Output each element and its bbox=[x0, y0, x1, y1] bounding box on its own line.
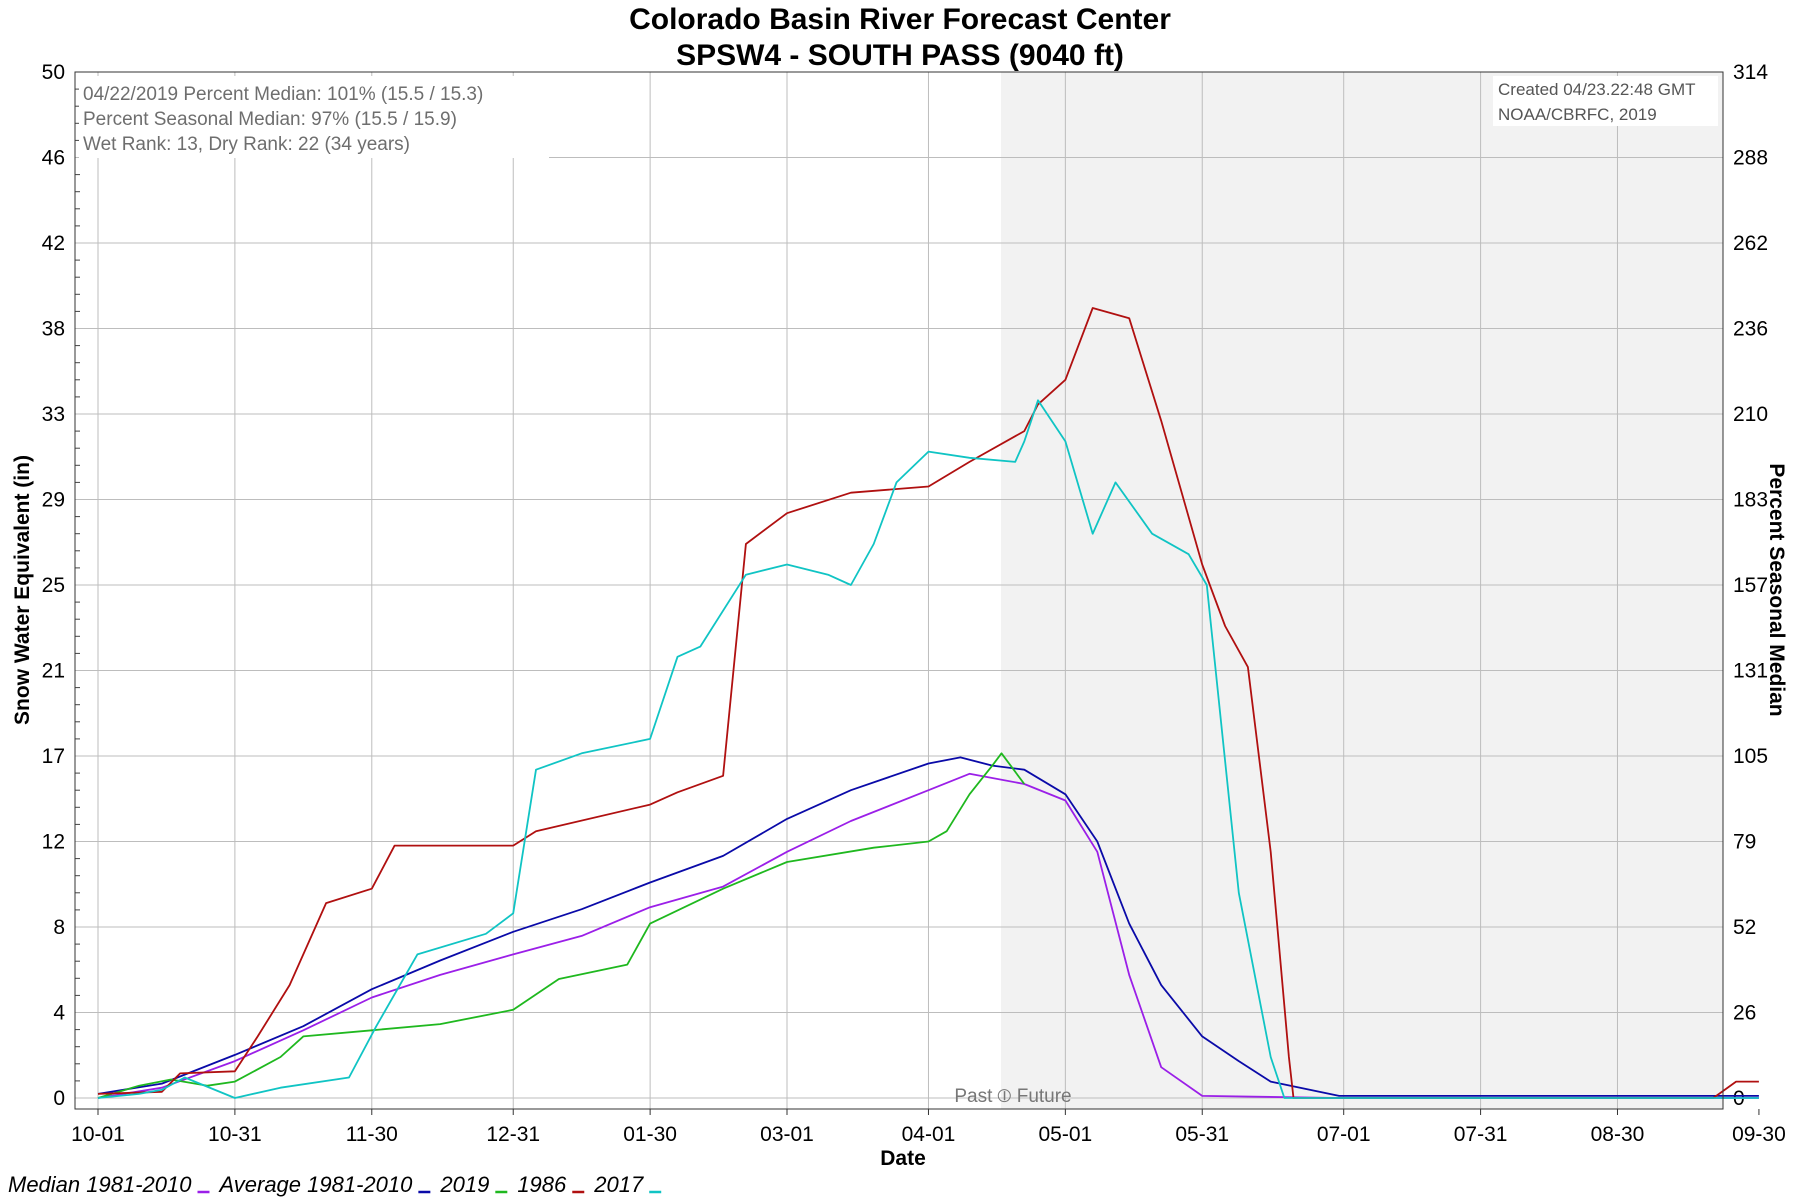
y-tick-label: 42 bbox=[42, 232, 65, 255]
y-axis-left-ticks: 0 4 8 12 17 21 25 29 33 38 42 46 50 bbox=[42, 61, 66, 1110]
y2-tick-label: 236 bbox=[1733, 318, 1768, 341]
y2-tick-label: 52 bbox=[1733, 916, 1756, 939]
series-line-1 bbox=[97, 756, 1759, 1097]
y-tick-label: 25 bbox=[42, 574, 65, 597]
past-future-label: Past ⦶ Future bbox=[954, 1086, 1071, 1107]
y-tick-label: 4 bbox=[53, 1002, 65, 1025]
series-line-0 bbox=[97, 772, 1759, 1099]
x-tick-label: 09-30 bbox=[1732, 1123, 1786, 1146]
x-tick-label: 10-01 bbox=[71, 1123, 125, 1146]
y-tick-label: 46 bbox=[42, 147, 65, 170]
info-line-rank: Wet Rank: 13, Dry Rank: 22 (34 years) bbox=[83, 134, 410, 155]
x-axis-label: Date bbox=[880, 1147, 926, 1170]
series-line-2 bbox=[97, 752, 1026, 1099]
y-tick-label: 38 bbox=[42, 318, 65, 341]
series-lines bbox=[97, 307, 1759, 1099]
x-tick-label: 10-31 bbox=[208, 1123, 262, 1146]
x-tick-label: 12-31 bbox=[486, 1123, 540, 1146]
legend-label-2: 2019 bbox=[439, 1172, 489, 1197]
y-tick-label: 50 bbox=[42, 61, 65, 84]
created-box: Created 04/23.22:48 GMT NOAA/CBRFC, 2019 bbox=[1493, 76, 1718, 126]
x-tick-label: 11-30 bbox=[346, 1123, 398, 1146]
y2-tick-label: 26 bbox=[1733, 1002, 1756, 1025]
y2-axis-label: Percent Seasonal Median bbox=[1765, 463, 1788, 716]
series-line-3 bbox=[97, 307, 1759, 1099]
y2-tick-label: 79 bbox=[1733, 831, 1756, 854]
x-axis-ticks: 10-01 10-31 11-30 12-31 01-30 03-01 04-01 05-01… bbox=[71, 1109, 1786, 1146]
y2-tick-label: 262 bbox=[1733, 232, 1768, 255]
x-tick-label: 07-01 bbox=[1317, 1123, 1371, 1146]
org-line: NOAA/CBRFC, 2019 bbox=[1498, 105, 1657, 124]
x-tick-label: 01-30 bbox=[623, 1123, 677, 1146]
legend-label-1: Average 1981-2010 bbox=[217, 1172, 413, 1197]
y-tick-label: 21 bbox=[42, 660, 65, 683]
y-tick-label: 17 bbox=[42, 745, 65, 768]
x-tick-label: 08-30 bbox=[1591, 1123, 1645, 1146]
y2-tick-label: 183 bbox=[1733, 489, 1768, 512]
legend: Median 1981-2010 Average 1981-2010 2019 198… bbox=[8, 1172, 662, 1197]
chart-subtitle: SPSW4 - SOUTH PASS (9040 ft) bbox=[676, 39, 1124, 72]
legend-label-4: 2017 bbox=[593, 1172, 644, 1197]
chart-title: Colorado Basin River Forecast Center bbox=[629, 3, 1171, 36]
x-tick-label: 05-31 bbox=[1175, 1123, 1229, 1146]
x-tick-label: 05-01 bbox=[1038, 1123, 1092, 1146]
plot-frame bbox=[74, 71, 1724, 1110]
y-tick-label: 12 bbox=[42, 831, 65, 854]
series-line-4 bbox=[97, 399, 1759, 1099]
y2-tick-label: 105 bbox=[1733, 745, 1768, 768]
y-tick-label: 8 bbox=[53, 916, 65, 939]
y-axis-label: Snow Water Equivalent (in) bbox=[11, 455, 34, 725]
info-line-percent-median: 04/22/2019 Percent Median: 101% (15.5 / … bbox=[83, 84, 483, 105]
x-tick-label: 07-31 bbox=[1454, 1123, 1508, 1146]
y-tick-label: 29 bbox=[42, 489, 65, 512]
created-line: Created 04/23.22:48 GMT bbox=[1498, 80, 1696, 99]
legend-label-0: Median 1981-2010 bbox=[8, 1172, 192, 1197]
y2-tick-label: 288 bbox=[1733, 147, 1768, 170]
y-tick-label: 33 bbox=[42, 403, 65, 426]
info-line-seasonal-median: Percent Seasonal Median: 97% (15.5 / 15.… bbox=[83, 109, 457, 130]
y2-tick-label: 131 bbox=[1733, 660, 1768, 683]
info-box: 04/22/2019 Percent Median: 101% (15.5 / … bbox=[79, 76, 549, 158]
y-tick-label: 0 bbox=[53, 1087, 65, 1110]
y2-tick-label: 157 bbox=[1733, 574, 1768, 597]
x-tick-label: 04-01 bbox=[902, 1123, 956, 1146]
y2-tick-label: 210 bbox=[1733, 403, 1768, 426]
future-region bbox=[1001, 72, 1723, 1109]
y2-tick-label: 314 bbox=[1733, 61, 1768, 84]
legend-label-3: 1986 bbox=[517, 1172, 567, 1197]
x-tick-label: 03-01 bbox=[760, 1123, 814, 1146]
